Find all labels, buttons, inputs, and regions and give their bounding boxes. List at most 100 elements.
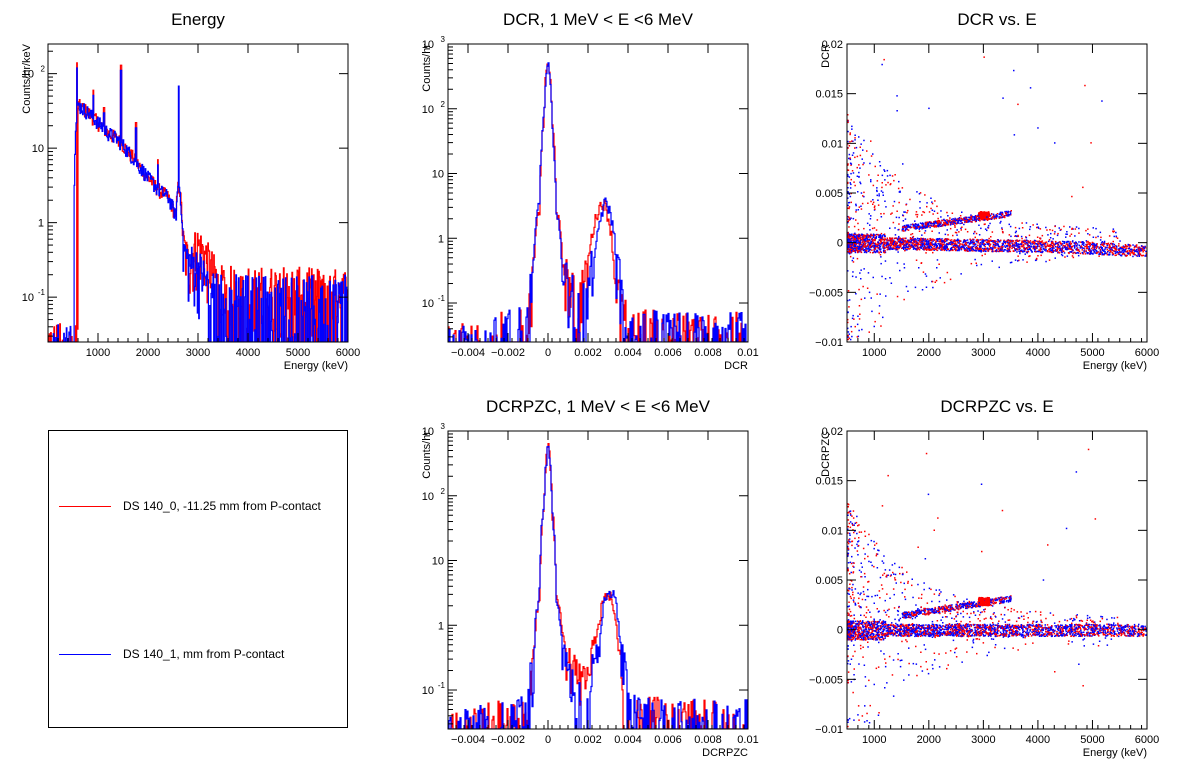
scatter-point-diag [996,216,998,218]
scatter-point-band [1069,628,1071,630]
scatter-point-band [881,252,883,254]
scatter-point-scatter [979,234,981,236]
scatter-point-band [1126,248,1128,250]
scatter-point-band [887,244,889,246]
x-tick-label: 2000 [136,347,160,359]
scatter-point-scatter [1057,233,1059,235]
plot-frame [448,44,748,342]
scatter-point-scatter [976,263,978,265]
scatter-point-scatter [855,326,857,328]
scatter-point-scatter [956,229,958,231]
x-tick-label: −0.002 [491,734,525,746]
scatter-point-diag [910,224,912,226]
scatter-point-band [1080,247,1082,249]
scatter-point-band [1059,246,1061,248]
scatter-point-diag [952,218,954,220]
scatter-point-band [965,243,967,245]
scatter-point-scatter [926,202,928,204]
scatter-point-band [958,250,960,252]
scatter-point-band [968,248,970,250]
scatter-point-band [1031,251,1033,253]
scatter-point-band [992,247,994,249]
scatter-point-band [898,239,900,241]
y-tick-exponent: 2 [441,100,446,109]
scatter-point-scatter [1050,237,1052,239]
scatter-point-band [871,246,873,248]
scatter-point-band [918,240,920,242]
scatter-point-band [1016,251,1018,253]
scatter-point-scatter [1100,232,1102,234]
scatter-point-scatter [905,218,907,220]
y-tick-exponent: 3 [441,422,446,431]
scatter-point-scatter [961,227,963,229]
scatter-point-scatter [853,318,855,320]
scatter-point-scatter [887,170,889,172]
scatter-point-scatter [887,175,889,177]
scatter-point-band [1109,254,1111,256]
scatter-point-scatter [857,223,859,225]
scatter-point-scatter [1119,240,1121,242]
x-tick-label: 6000 [336,347,360,359]
scatter-point-scatter [913,236,915,238]
scatter-point-scatter [896,217,898,219]
scatter-point-band [1056,250,1058,252]
scatter-point-scatter [874,321,876,323]
scatter-point-scatter [924,212,926,214]
scatter-point-scatter [1089,234,1091,236]
scatter-point-scatter [869,292,871,294]
x-axis-label-dcrpzc: DCRPZC [702,747,748,759]
scatter-point-diag [971,217,973,219]
scatter-point-band [895,241,897,243]
y-tick-label: 10 [22,292,34,304]
scatter-point-scatter [936,280,938,282]
scatter-point-band [1018,249,1020,251]
scatter-point-band [857,246,859,248]
scatter-point-scatter [918,267,920,269]
scatter-point-diag [1006,212,1008,214]
scatter-point-scatter [1098,255,1100,257]
scatter-point-scatter [896,238,898,240]
scatter-point-band [957,239,959,241]
scatter-point-scatter [1053,244,1055,246]
scatter-point-band [856,241,858,243]
scatter-point-band [868,242,870,244]
scatter-point-band [969,243,971,245]
scatter-point-scatter [851,126,853,128]
scatter-point-scatter [1078,232,1080,234]
scatter-point-scatter [903,263,905,265]
scatter-point-band [1107,251,1109,253]
scatter-point-band [975,243,977,245]
scatter-point-band [1021,250,1023,252]
scatter-point-band [1024,249,1026,251]
scatter-point-band [1094,246,1096,248]
scatter-point-scatter [919,207,921,209]
scatter-point-scatter [912,233,914,235]
scatter-point-band [1070,251,1072,253]
scatter-point-band [875,239,877,241]
scatter-point-scatter [877,175,879,177]
scatter-point-scatter [932,210,934,212]
scatter-point-band [1045,243,1047,245]
scatter-point-band [1138,247,1140,249]
scatter-point-band [1114,244,1116,246]
scatter-point-band [1009,624,1011,626]
scatter-point-band [1069,246,1071,248]
scatter-point-scatter [978,225,980,227]
scatter-point-band [945,238,947,240]
scatter-point-scatter [1026,239,1028,241]
scatter-point-scatter [942,225,944,227]
scatter-point-band [1053,250,1055,252]
scatter-point-band [1035,246,1037,248]
scatter-point-band [984,240,986,242]
scatter-point-band [864,252,866,254]
scatter-point-scatter [1002,232,1004,234]
scatter-point-scatter [984,224,986,226]
scatter-point-band [1075,249,1077,251]
scatter-point-diag [966,217,968,219]
scatter-point-band [922,238,924,240]
scatter-point-scatter [907,210,909,212]
scatter-point-scatter [859,272,861,274]
scatter-point-band [907,243,909,245]
